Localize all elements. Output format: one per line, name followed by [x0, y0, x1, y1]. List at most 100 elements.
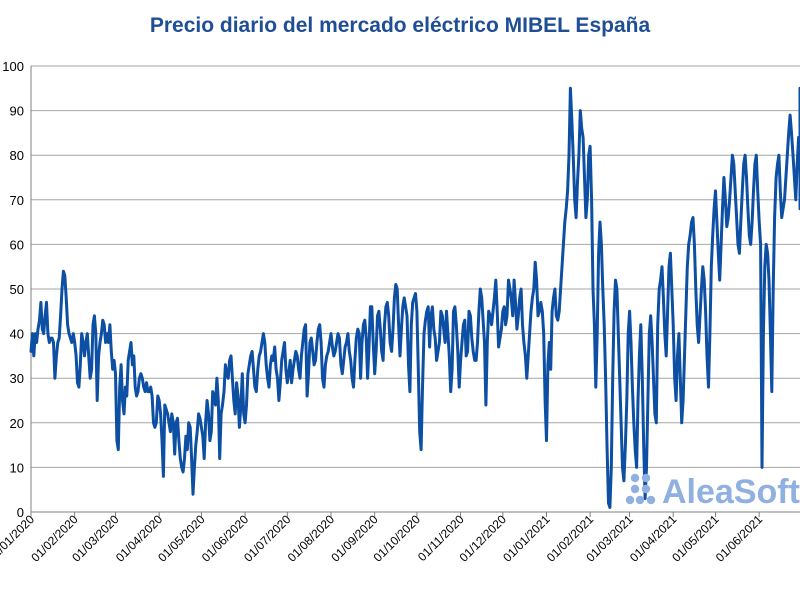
data-point	[127, 359, 129, 362]
data-point	[338, 337, 341, 339]
data-point	[533, 288, 535, 290]
data-point	[703, 279, 705, 281]
data-point	[264, 341, 266, 344]
data-point	[34, 332, 36, 335]
data-point	[148, 390, 151, 393]
data-point	[365, 337, 368, 339]
data-point	[796, 163, 798, 165]
data-point	[410, 323, 413, 326]
data-point	[778, 154, 780, 156]
data-point	[355, 337, 358, 339]
data-point	[528, 332, 531, 335]
data-point	[203, 457, 205, 460]
data-point	[382, 359, 384, 362]
data-point	[287, 372, 290, 375]
data-point	[380, 350, 383, 353]
data-point	[654, 413, 656, 415]
data-point	[600, 243, 603, 246]
data-point	[248, 364, 251, 366]
data-point	[741, 190, 744, 192]
data-point	[266, 377, 269, 380]
data-point	[496, 310, 499, 313]
data-point	[697, 341, 700, 344]
data-point	[534, 261, 536, 264]
data-point	[559, 288, 562, 290]
data-point	[652, 377, 655, 380]
data-point	[223, 390, 225, 393]
data-point	[165, 408, 167, 411]
data-point	[628, 310, 631, 313]
data-point	[666, 310, 669, 313]
data-point	[658, 288, 660, 290]
data-point	[564, 221, 566, 223]
data-point	[562, 243, 565, 246]
data-point	[290, 381, 293, 384]
data-point	[59, 315, 62, 317]
data-point	[437, 350, 439, 353]
data-point	[651, 341, 653, 344]
data-point	[557, 319, 559, 322]
aleasoft-logo: AleaSoft	[625, 473, 800, 511]
data-point	[683, 355, 686, 357]
data-point	[645, 466, 648, 469]
data-point	[483, 341, 486, 344]
data-point	[321, 377, 324, 380]
data-point	[704, 310, 707, 313]
data-point	[359, 377, 362, 380]
data-point	[357, 328, 359, 330]
data-point	[589, 145, 591, 148]
data-point	[616, 288, 618, 290]
data-point	[166, 413, 169, 415]
data-point	[257, 368, 259, 371]
data-point	[759, 243, 762, 246]
data-point	[403, 297, 406, 299]
data-point	[268, 386, 270, 388]
y-tick-label: 50	[10, 282, 24, 297]
data-point	[531, 297, 534, 299]
data-point	[200, 426, 203, 429]
data-point	[762, 332, 765, 335]
data-point	[111, 368, 114, 371]
data-point	[145, 381, 148, 384]
data-point	[331, 346, 334, 348]
data-point	[671, 288, 673, 290]
data-point	[349, 359, 352, 362]
data-point	[452, 310, 455, 313]
data-point	[306, 395, 308, 397]
data-point	[186, 448, 189, 451]
data-point	[326, 355, 328, 357]
data-point	[175, 422, 177, 424]
data-point	[152, 422, 155, 424]
data-point	[280, 359, 283, 362]
data-point	[168, 422, 170, 424]
data-point	[448, 355, 451, 357]
data-point	[679, 377, 682, 380]
data-point	[313, 364, 315, 366]
data-point	[183, 457, 186, 460]
data-point	[445, 310, 448, 313]
data-point	[295, 350, 297, 353]
data-point	[275, 368, 277, 371]
data-point	[141, 377, 144, 380]
data-point	[140, 372, 142, 375]
y-tick-label: 60	[10, 237, 24, 252]
data-point	[786, 154, 789, 156]
data-point	[441, 315, 444, 317]
data-point	[558, 310, 560, 313]
data-point	[217, 399, 220, 402]
data-point	[66, 323, 69, 326]
data-point	[495, 279, 497, 281]
data-point	[409, 390, 411, 393]
data-point	[713, 207, 715, 210]
data-point	[93, 315, 96, 317]
data-point	[479, 288, 482, 290]
data-point	[204, 422, 207, 424]
data-point	[544, 399, 546, 402]
data-point	[586, 199, 589, 201]
data-point	[241, 372, 244, 375]
data-point	[772, 288, 774, 290]
data-point	[51, 337, 53, 339]
data-point	[424, 319, 427, 322]
data-point	[602, 288, 604, 290]
data-point	[716, 221, 718, 223]
